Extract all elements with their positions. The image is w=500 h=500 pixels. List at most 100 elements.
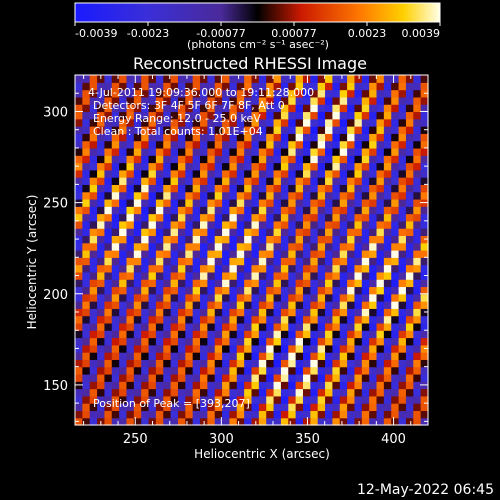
heatmap-cell: [398, 177, 407, 185]
heatmap-cell: [75, 301, 83, 309]
heatmap-cell: [405, 89, 414, 98]
heatmap-cell: [177, 395, 186, 404]
heatmap-cell: [170, 417, 179, 426]
heatmap-cell: [222, 140, 231, 149]
heatmap-cell: [192, 279, 201, 288]
heatmap-cell: [280, 155, 289, 164]
heatmap-cell: [251, 315, 260, 324]
heatmap-cell: [163, 147, 172, 156]
colorbar-units: (photons cm⁻² s⁻¹ asec⁻²): [187, 38, 329, 51]
heatmap-cell: [288, 322, 297, 331]
heatmap-cell: [413, 104, 422, 113]
heatmap-cell: [200, 155, 208, 164]
heatmap-cell: [111, 235, 120, 244]
heatmap-cell: [214, 403, 223, 412]
heatmap-cell: [214, 162, 223, 171]
heatmap-cell: [420, 242, 429, 251]
heatmap-cell: [97, 147, 106, 156]
heatmap-cell: [295, 352, 304, 360]
heatmap-cell: [413, 126, 422, 134]
heatmap-cell: [413, 264, 422, 273]
heatmap-cell: [170, 96, 179, 105]
heatmap-cell: [155, 257, 164, 266]
y-tick-label: 300: [43, 105, 68, 120]
heatmap-cell: [126, 293, 135, 302]
heatmap-cell: [126, 344, 135, 353]
heatmap-cell: [163, 184, 172, 193]
heatmap-cell: [236, 191, 245, 200]
heatmap-cell: [391, 315, 400, 324]
heatmap-cell: [273, 359, 282, 368]
heatmap-cell: [133, 344, 142, 353]
heatmap-cell: [339, 279, 348, 288]
heatmap-cell: [177, 118, 186, 127]
heatmap-cell: [126, 308, 135, 317]
heatmap-cell: [302, 206, 311, 215]
heatmap-cell: [89, 271, 98, 280]
heatmap-cell: [310, 337, 319, 346]
heatmap-cell: [258, 250, 267, 258]
heatmap-cell: [369, 111, 378, 120]
heatmap-cell: [332, 271, 341, 280]
heatmap-cell: [354, 133, 363, 142]
heatmap-cell: [398, 337, 407, 346]
heatmap-cell: [251, 177, 260, 185]
heatmap-cell: [369, 177, 378, 185]
heatmap-cell: [192, 198, 201, 207]
heatmap-cell: [192, 140, 201, 149]
heatmap-cell: [222, 242, 231, 251]
peak-position-label: Position of Peak = [393,207]: [93, 397, 250, 410]
heatmap-cell: [163, 395, 172, 404]
heatmap-cell: [163, 315, 172, 324]
heatmap-cell: [280, 366, 289, 375]
heatmap-cell: [273, 111, 282, 120]
heatmap-cell: [413, 403, 422, 412]
heatmap-cell: [119, 381, 128, 390]
heatmap-cell: [413, 359, 422, 368]
heatmap-cell: [354, 315, 363, 324]
heatmap-cell: [383, 89, 392, 98]
heatmap-cell: [405, 395, 414, 404]
heatmap-cell: [302, 373, 311, 382]
heatmap-cell: [361, 250, 370, 258]
heatmap-cell: [266, 177, 275, 185]
heatmap-cell: [273, 286, 282, 295]
heatmap-cell: [214, 308, 223, 317]
heatmap-cell: [361, 104, 370, 113]
heatmap-cell: [347, 133, 356, 142]
heatmap-cell: [155, 308, 164, 317]
heatmap-cell: [148, 162, 157, 171]
heatmap-cell: [75, 206, 83, 215]
heatmap-cell: [273, 140, 282, 149]
heatmap-cell: [148, 191, 157, 200]
heatmap-cell: [141, 388, 150, 397]
heatmap-cell: [354, 410, 363, 419]
heatmap-cell: [405, 220, 414, 229]
heatmap-cell: [391, 126, 400, 134]
heatmap-cell: [126, 89, 135, 98]
heatmap-cell: [104, 388, 113, 397]
heatmap-cell: [244, 198, 253, 207]
heatmap-cell: [258, 140, 267, 149]
heatmap-cell: [97, 118, 106, 127]
heatmap-cell: [155, 373, 164, 382]
heatmap-cell: [280, 373, 289, 382]
heatmap-cell: [295, 235, 304, 244]
heatmap-cell: [192, 162, 201, 171]
heatmap-cell: [200, 111, 208, 120]
heatmap-cell: [376, 337, 385, 346]
heatmap-cell: [332, 118, 341, 127]
heatmap-cell: [185, 344, 194, 353]
heatmap-cell: [369, 126, 378, 134]
heatmap-cell: [317, 308, 326, 317]
heatmap-cell: [295, 250, 304, 258]
heatmap-cell: [288, 155, 297, 164]
heatmap-cell: [339, 352, 348, 360]
heatmap-cell: [200, 293, 208, 302]
heatmap-cell: [155, 133, 164, 142]
heatmap-cell: [391, 228, 400, 237]
heatmap-cell: [163, 206, 172, 215]
heatmap-cell: [376, 140, 385, 149]
heatmap-cell: [369, 162, 378, 171]
heatmap-cell: [405, 344, 414, 353]
